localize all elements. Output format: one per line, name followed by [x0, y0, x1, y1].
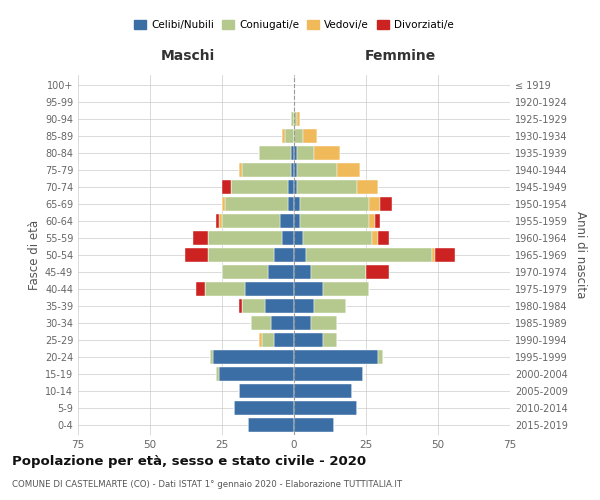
- Bar: [323, 282, 369, 296]
- Bar: [239, 298, 242, 313]
- Bar: [245, 282, 294, 296]
- Bar: [311, 316, 337, 330]
- Bar: [222, 214, 280, 228]
- Bar: [239, 163, 242, 178]
- Bar: [377, 231, 389, 245]
- Text: Femmine: Femmine: [365, 49, 436, 63]
- Bar: [291, 146, 294, 160]
- Bar: [259, 146, 291, 160]
- Bar: [366, 265, 389, 279]
- Bar: [248, 418, 294, 432]
- Bar: [294, 384, 352, 398]
- Bar: [297, 180, 358, 194]
- Bar: [222, 180, 230, 194]
- Bar: [294, 163, 297, 178]
- Text: Popolazione per età, sesso e stato civile - 2020: Popolazione per età, sesso e stato civil…: [12, 455, 366, 468]
- Bar: [230, 180, 288, 194]
- Bar: [283, 231, 294, 245]
- Bar: [314, 146, 340, 160]
- Bar: [294, 180, 297, 194]
- Bar: [242, 163, 291, 178]
- Bar: [222, 265, 268, 279]
- Bar: [219, 214, 222, 228]
- Bar: [233, 400, 294, 415]
- Bar: [305, 248, 432, 262]
- Bar: [262, 332, 274, 347]
- Bar: [211, 350, 214, 364]
- Y-axis label: Anni di nascita: Anni di nascita: [574, 212, 587, 298]
- Bar: [208, 248, 274, 262]
- Bar: [374, 214, 380, 228]
- Bar: [435, 248, 455, 262]
- Bar: [294, 332, 323, 347]
- Bar: [274, 332, 294, 347]
- Bar: [291, 112, 294, 126]
- Bar: [358, 180, 377, 194]
- Bar: [268, 265, 294, 279]
- Bar: [369, 214, 374, 228]
- Bar: [259, 332, 262, 347]
- Bar: [294, 400, 358, 415]
- Bar: [297, 163, 337, 178]
- Bar: [225, 197, 288, 212]
- Bar: [302, 231, 372, 245]
- Bar: [294, 248, 305, 262]
- Bar: [369, 197, 380, 212]
- Bar: [286, 129, 294, 144]
- Bar: [283, 129, 286, 144]
- Bar: [219, 366, 294, 381]
- Bar: [294, 265, 311, 279]
- Bar: [297, 112, 300, 126]
- Bar: [251, 316, 271, 330]
- Bar: [196, 282, 205, 296]
- Bar: [337, 163, 360, 178]
- Bar: [372, 231, 377, 245]
- Bar: [294, 112, 297, 126]
- Bar: [214, 350, 294, 364]
- Bar: [294, 298, 314, 313]
- Bar: [377, 350, 383, 364]
- Bar: [280, 214, 294, 228]
- Bar: [288, 197, 294, 212]
- Legend: Celibi/Nubili, Coniugati/e, Vedovi/e, Divorziati/e: Celibi/Nubili, Coniugati/e, Vedovi/e, Di…: [130, 16, 458, 34]
- Bar: [216, 366, 219, 381]
- Bar: [294, 350, 377, 364]
- Bar: [193, 231, 208, 245]
- Bar: [265, 298, 294, 313]
- Bar: [294, 214, 300, 228]
- Bar: [297, 146, 314, 160]
- Bar: [222, 197, 225, 212]
- Bar: [239, 384, 294, 398]
- Y-axis label: Fasce di età: Fasce di età: [28, 220, 41, 290]
- Bar: [300, 214, 369, 228]
- Bar: [380, 197, 392, 212]
- Bar: [291, 163, 294, 178]
- Text: COMUNE DI CASTELMARTE (CO) - Dati ISTAT 1° gennaio 2020 - Elaborazione TUTTITALI: COMUNE DI CASTELMARTE (CO) - Dati ISTAT …: [12, 480, 402, 489]
- Bar: [432, 248, 435, 262]
- Bar: [216, 214, 219, 228]
- Bar: [208, 231, 283, 245]
- Bar: [205, 282, 245, 296]
- Text: Maschi: Maschi: [160, 49, 215, 63]
- Bar: [323, 332, 337, 347]
- Bar: [294, 316, 311, 330]
- Bar: [314, 298, 346, 313]
- Bar: [294, 282, 323, 296]
- Bar: [294, 129, 302, 144]
- Bar: [242, 298, 265, 313]
- Bar: [294, 366, 363, 381]
- Bar: [294, 418, 334, 432]
- Bar: [311, 265, 366, 279]
- Bar: [294, 146, 297, 160]
- Bar: [294, 231, 302, 245]
- Bar: [271, 316, 294, 330]
- Bar: [288, 180, 294, 194]
- Bar: [185, 248, 208, 262]
- Bar: [294, 197, 300, 212]
- Bar: [302, 129, 317, 144]
- Bar: [274, 248, 294, 262]
- Bar: [300, 197, 369, 212]
